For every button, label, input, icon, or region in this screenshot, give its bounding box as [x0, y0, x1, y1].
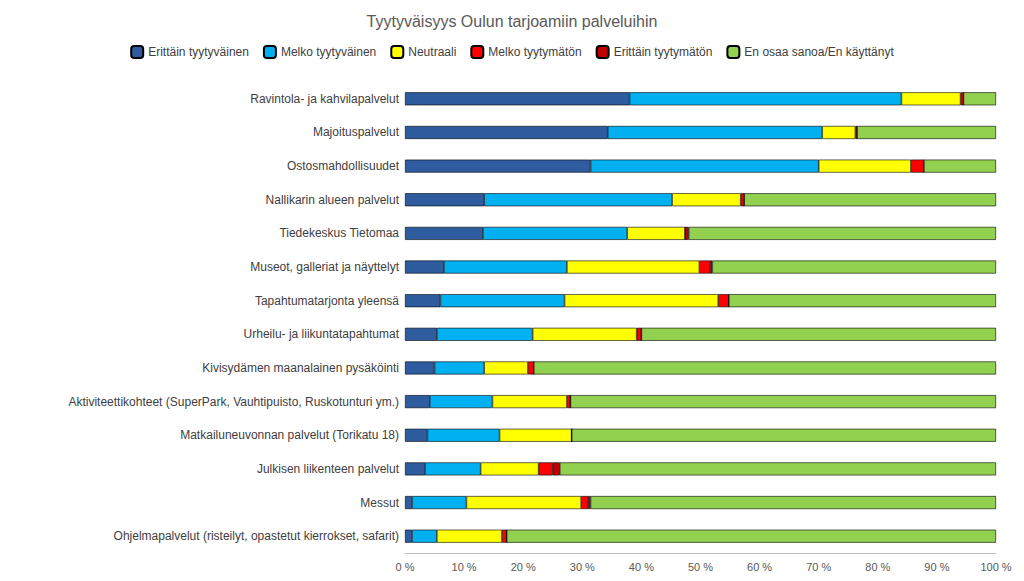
- svg-text:90 %: 90 %: [924, 561, 949, 573]
- svg-text:50 %: 50 %: [688, 561, 713, 573]
- svg-text:Messut: Messut: [360, 496, 399, 510]
- svg-text:0 %: 0 %: [396, 561, 415, 573]
- svg-text:Tapahtumatarjonta yleensä: Tapahtumatarjonta yleensä: [255, 294, 399, 308]
- svg-text:Erittäin tyytyväinen: Erittäin tyytyväinen: [148, 45, 249, 59]
- svg-text:60 %: 60 %: [747, 561, 772, 573]
- svg-text:En osaa sanoa/En käyttänyt: En osaa sanoa/En käyttänyt: [744, 45, 894, 59]
- svg-text:Ostosmahdollisuudet: Ostosmahdollisuudet: [287, 159, 400, 173]
- svg-text:20 %: 20 %: [511, 561, 536, 573]
- svg-text:Nallikarin alueen palvelut: Nallikarin alueen palvelut: [266, 193, 400, 207]
- svg-text:80 %: 80 %: [865, 561, 890, 573]
- svg-text:Ohjelmapalvelut (risteilyt, op: Ohjelmapalvelut (risteilyt, opastetut ki…: [114, 529, 399, 543]
- svg-text:Matkailuneuvonnan palvelut (To: Matkailuneuvonnan palvelut (Torikatu 18): [180, 428, 399, 442]
- svg-text:Ravintola- ja kahvilapalvelut: Ravintola- ja kahvilapalvelut: [250, 92, 399, 106]
- svg-text:Urheilu- ja liikuntatapahtumat: Urheilu- ja liikuntatapahtumat: [244, 327, 400, 341]
- svg-text:100 %: 100 %: [980, 561, 1011, 573]
- svg-text:Majoituspalvelut: Majoituspalvelut: [313, 125, 400, 139]
- svg-text:Tyytyväisyys Oulun tarjoamiin: Tyytyväisyys Oulun tarjoamiin palveluihi…: [367, 13, 658, 30]
- svg-text:40 %: 40 %: [629, 561, 654, 573]
- svg-text:Erittäin tyytymätön: Erittäin tyytymätön: [614, 45, 713, 59]
- svg-text:Melko tyytymätön: Melko tyytymätön: [488, 45, 581, 59]
- svg-text:Aktiviteettikohteet (SuperPark: Aktiviteettikohteet (SuperPark, Vauhtipu…: [68, 395, 399, 409]
- svg-text:Tiedekeskus Tietomaa: Tiedekeskus Tietomaa: [279, 226, 399, 240]
- svg-text:Kivisydämen maanalainen pysäkö: Kivisydämen maanalainen pysäköinti: [202, 361, 399, 375]
- svg-text:70 %: 70 %: [806, 561, 831, 573]
- svg-text:Museot, galleriat ja näyttelyt: Museot, galleriat ja näyttelyt: [250, 260, 399, 274]
- svg-text:Melko tyytyväinen: Melko tyytyväinen: [281, 45, 376, 59]
- svg-text:Julkisen liikenteen palvelut: Julkisen liikenteen palvelut: [257, 462, 400, 476]
- svg-text:Neutraali: Neutraali: [408, 45, 456, 59]
- svg-text:30 %: 30 %: [570, 561, 595, 573]
- svg-text:10 %: 10 %: [452, 561, 477, 573]
